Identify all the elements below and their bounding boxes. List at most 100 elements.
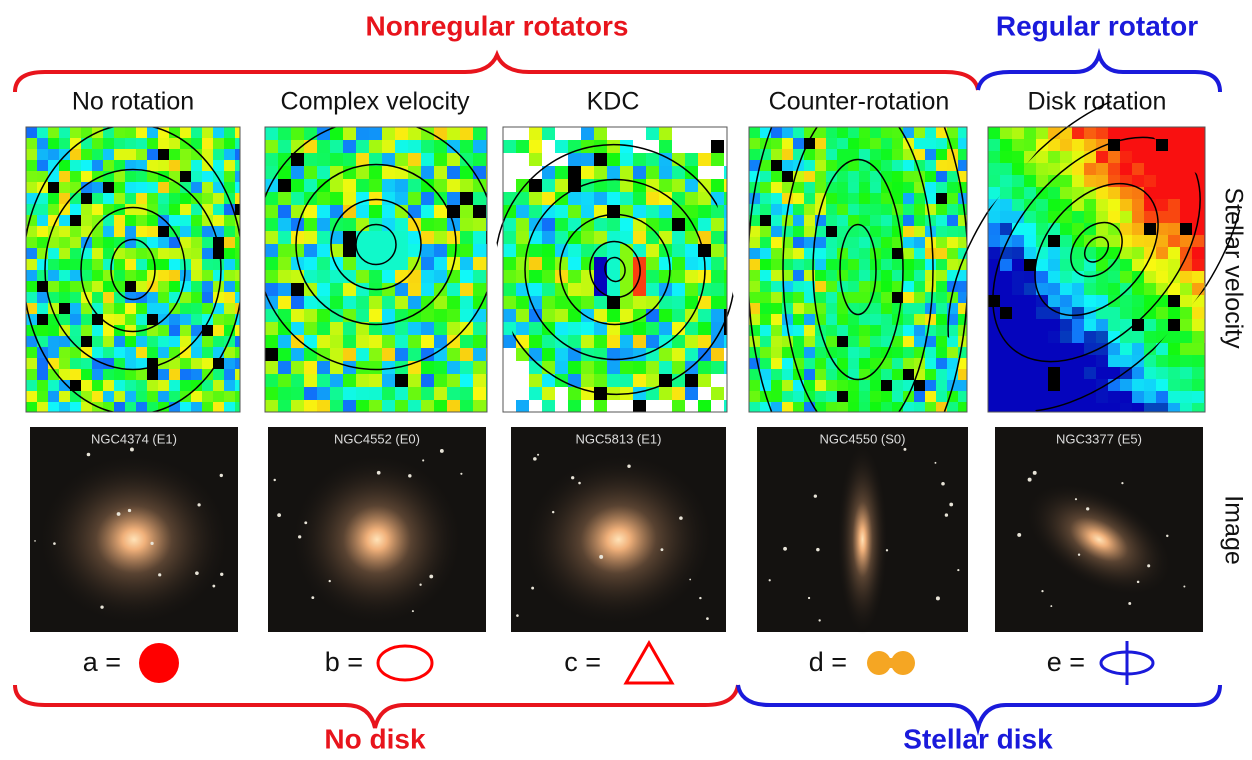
star <box>1028 478 1032 482</box>
star <box>377 471 381 475</box>
velocity-cell <box>659 296 672 309</box>
velocity-cell <box>581 322 594 335</box>
velocity-cell <box>486 127 499 140</box>
velocity-cell <box>815 347 826 358</box>
velocity-cell <box>1072 319 1084 331</box>
velocity-cell <box>213 215 224 226</box>
velocity-cell <box>147 160 158 171</box>
velocity-cell <box>395 322 408 335</box>
velocity-cell <box>542 127 555 140</box>
velocity-cell <box>859 391 870 402</box>
velocity-cell <box>581 244 594 257</box>
star <box>1041 590 1043 592</box>
velocity-cell <box>369 231 382 244</box>
velocity-cell <box>826 193 837 204</box>
velocity-cell <box>925 138 936 149</box>
velocity-cell <box>356 296 369 309</box>
star <box>941 482 945 486</box>
symbol <box>378 646 432 680</box>
velocity-cell <box>1012 367 1024 379</box>
velocity-map <box>475 126 755 414</box>
velocity-cell <box>278 387 291 400</box>
velocity-cell <box>1168 403 1180 415</box>
velocity-cell <box>180 160 191 171</box>
velocity-cell <box>434 387 447 400</box>
velocity-cell <box>147 391 158 402</box>
velocity-cell <box>1000 187 1012 199</box>
velocity-cell <box>136 226 147 237</box>
velocity-cell <box>646 192 659 205</box>
velocity-cell <box>936 149 947 160</box>
velocity-cell <box>1168 199 1180 211</box>
velocity-cell <box>1024 391 1036 403</box>
velocity-cell <box>291 166 304 179</box>
velocity-cell <box>369 335 382 348</box>
velocity-cell <box>804 347 815 358</box>
velocity-cell <box>202 402 213 413</box>
velocity-cell <box>1120 139 1132 151</box>
velocity-cell <box>771 237 782 248</box>
star <box>679 516 683 520</box>
velocity-cell <box>1192 247 1204 259</box>
velocity-cell <box>711 296 724 309</box>
velocity-cell <box>59 380 70 391</box>
symbol <box>879 658 903 668</box>
velocity-cell <box>158 248 169 259</box>
velocity-cell <box>265 270 278 283</box>
velocity-cell <box>1192 379 1204 391</box>
velocity-cell <box>1024 295 1036 307</box>
velocity-cell <box>870 226 881 237</box>
velocity-cell <box>542 296 555 309</box>
velocity-map <box>256 120 499 414</box>
velocity-cell <box>434 322 447 335</box>
velocity-cell <box>356 400 369 413</box>
velocity-cell <box>503 309 516 322</box>
velocity-cell <box>486 153 499 166</box>
velocity-cell <box>202 358 213 369</box>
velocity-cell <box>516 309 529 322</box>
velocity-cell <box>633 361 646 374</box>
velocity-cell <box>804 204 815 215</box>
velocity-cell <box>771 347 782 358</box>
velocity-cell <box>749 248 760 259</box>
velocity-cell <box>1060 319 1072 331</box>
star <box>220 474 223 477</box>
velocity-cell <box>1168 295 1180 307</box>
velocity-cell <box>191 358 202 369</box>
velocity-cell <box>1000 211 1012 223</box>
velocity-cell <box>147 226 158 237</box>
velocity-cell <box>881 347 892 358</box>
velocity-cell <box>26 292 37 303</box>
velocity-cell <box>330 153 343 166</box>
velocity-cell <box>711 309 724 322</box>
velocity-cell <box>620 192 633 205</box>
velocity-cell <box>317 361 330 374</box>
velocity-cell <box>659 231 672 244</box>
velocity-cell <box>782 160 793 171</box>
velocity-cell <box>1108 307 1120 319</box>
velocity-cell <box>265 348 278 361</box>
velocity-cell <box>408 335 421 348</box>
velocity-cell <box>1168 223 1180 235</box>
velocity-cell <box>1036 211 1048 223</box>
velocity-cell <box>434 244 447 257</box>
velocity-cell <box>304 140 317 153</box>
velocity-cell <box>1180 331 1192 343</box>
velocity-cell <box>1084 199 1096 211</box>
velocity-cell <box>48 193 59 204</box>
velocity-cell <box>837 369 848 380</box>
velocity-cell <box>369 127 382 140</box>
galaxy-label: NGC4550 (S0) <box>820 431 906 446</box>
velocity-cell <box>369 192 382 205</box>
velocity-cell <box>486 166 499 179</box>
velocity-cell <box>395 153 408 166</box>
velocity-cell <box>870 336 881 347</box>
velocity-cell <box>1072 295 1084 307</box>
velocity-cell <box>114 182 125 193</box>
velocity-cell <box>1048 391 1060 403</box>
velocity-cell <box>988 139 1000 151</box>
velocity-cell <box>793 281 804 292</box>
star <box>311 596 314 599</box>
velocity-cell <box>529 192 542 205</box>
velocity-cell <box>925 204 936 215</box>
